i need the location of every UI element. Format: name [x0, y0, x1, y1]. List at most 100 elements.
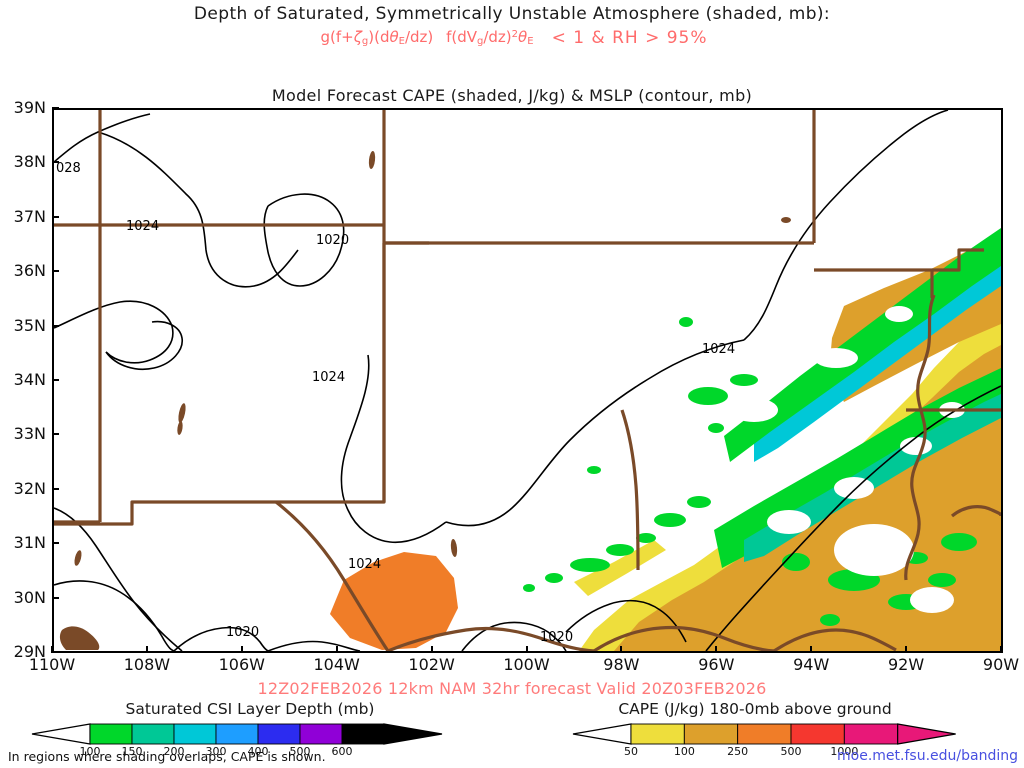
colorbar-segment [131, 723, 175, 745]
y-axis-tick [52, 487, 59, 490]
border-la-coast [773, 628, 897, 651]
colorbar-tick-label: 300 [205, 745, 227, 758]
border-ar-la [620, 409, 640, 571]
x-axis-tick [620, 646, 623, 653]
colorbar-tick-label: 500 [289, 745, 311, 758]
y-axis-tick-label: 37N [13, 206, 46, 226]
x-axis-tick [525, 646, 528, 653]
x-axis-tick-label: 102W [408, 655, 455, 674]
x-axis-tick-label: 108W [123, 655, 171, 674]
map-plot-area[interactable]: 028 1024 1020 1024 1024 1024 1020 1020 [52, 108, 1003, 653]
cape-250-region [330, 552, 458, 650]
border-nm-east-103w [276, 225, 386, 504]
border-mississippi-river [904, 294, 936, 581]
x-axis-tick-label: 90W [982, 655, 1020, 674]
y-axis-tick-label: 38N [13, 152, 46, 172]
x-axis-tick [715, 646, 718, 653]
y-axis-tick [52, 379, 59, 381]
colorbar-right-arrow [897, 723, 956, 745]
x-axis-tick-label: 106W [218, 655, 265, 674]
y-axis-tick [52, 270, 59, 273]
colorbar-segment [215, 723, 259, 745]
colorbar-tick-label: 150 [121, 745, 143, 758]
y-axis-tick-label: 33N [13, 424, 46, 444]
y-axis-tick-label: 39N [13, 98, 46, 117]
colorbar-tick-label: 200 [163, 745, 185, 758]
colorbar-cape[interactable]: 50 100 250 500 1000 [556, 723, 1006, 758]
y-axis-tick-label: 30N [13, 587, 46, 607]
csi-band-voids [730, 306, 965, 613]
map-water-specks [59, 151, 791, 650]
colorbar-segment [737, 723, 792, 745]
contour-1028 [54, 113, 151, 163]
x-axis-tick [1000, 646, 1002, 653]
y-axis-tick [52, 215, 59, 218]
border-tx-gulf-coast [387, 626, 595, 651]
colorbar-title-cape: CAPE (J/kg) 180-0mb above ground [618, 700, 892, 718]
x-axis-tick-label: 110W [28, 655, 76, 674]
contour-1024-west-loop2 [105, 320, 183, 370]
y-axis-tick [52, 596, 59, 599]
border-red-river [275, 500, 390, 651]
colorbar-segment [683, 723, 739, 745]
contour-1020-east-lobe [461, 621, 567, 651]
map-svg: 028 1024 1020 1024 1024 1024 1020 1020 [54, 110, 1001, 651]
colorbar-csi[interactable]: 100 150 200 300 400 500 600 [20, 723, 480, 758]
contour-1024-west-loop [54, 300, 174, 364]
x-axis-tick-label: 92W [888, 655, 925, 674]
formula-numerator: g(f+ζg)(dθE/dz) [320, 27, 434, 47]
colorbar-swatches [572, 723, 956, 745]
colorbar-segment [173, 723, 217, 745]
source-url-link[interactable]: moe.met.fsu.edu/banding [837, 748, 1018, 764]
x-axis-tick [145, 646, 148, 653]
y-axis-tick [52, 161, 59, 164]
contour-1020-gulf [565, 599, 687, 643]
contour-label: 1020 [226, 625, 259, 640]
y-axis-tick-label: 29N [13, 642, 46, 661]
border-nm-az-corner [54, 500, 276, 526]
mslp-contours [54, 110, 1001, 651]
colorbar-tick-label: 600 [331, 745, 353, 758]
colorbar-segment [790, 723, 845, 745]
y-axis-tick-label: 34N [13, 370, 46, 389]
csi-west-specks [523, 423, 724, 592]
colorbar-segment [89, 723, 133, 745]
border-mo-ar-bootheel [932, 248, 984, 272]
x-axis-tick [905, 646, 908, 653]
contour-label: 1024 [312, 370, 345, 385]
contour-1024-ne [743, 110, 949, 341]
cape-50-west-sliver [574, 540, 666, 596]
colorbar-left-arrow [572, 723, 632, 745]
state-borders [54, 110, 1001, 651]
colorbar-title-csi: Saturated CSI Layer Depth (mb) [125, 700, 375, 718]
y-axis-tick [52, 433, 59, 436]
x-axis-tick-label: 96W [698, 655, 735, 674]
overlap-note: In regions where shading overlaps, CAPE … [8, 749, 326, 764]
figure-title-line2: Model Forecast CAPE (shaded, J/kg) & MSL… [271, 86, 753, 105]
y-axis-tick-label: 35N [13, 315, 46, 335]
colorbar-tick-label: 500 [780, 745, 802, 758]
contour-1020-southmid [173, 626, 269, 651]
colorbar-segment [630, 723, 685, 745]
colorbar-right-arrow [383, 723, 443, 745]
colorbar-segment [299, 723, 343, 745]
contour-1020-okla-cell [263, 193, 345, 287]
colorbar-segment [257, 723, 301, 745]
colorbar-tick-label: 400 [247, 745, 269, 758]
colorbar-tick-label: 100 [79, 745, 101, 758]
formula-denominator: f(dVg/dz)2θE [446, 27, 534, 47]
y-axis-tick [52, 542, 59, 545]
csi-formula: g(f+ζg)(dθE/dz) f(dVg/dz)2θE < 1 & RH > … [0, 28, 1024, 48]
contour-label: 1020 [316, 233, 349, 248]
y-axis-tick-label: 36N [13, 261, 46, 281]
contour-label: 028 [56, 161, 81, 176]
x-axis-tick-label: 98W [603, 655, 640, 674]
colorbar-segment [843, 723, 899, 745]
y-axis-tick [52, 324, 59, 327]
x-axis-tick [810, 646, 813, 653]
colorbar-tick-label: 1000 [830, 745, 859, 758]
contour-label: 1020 [540, 630, 573, 645]
x-axis-tick [51, 646, 53, 653]
contour-1024-far-east [705, 385, 1001, 651]
